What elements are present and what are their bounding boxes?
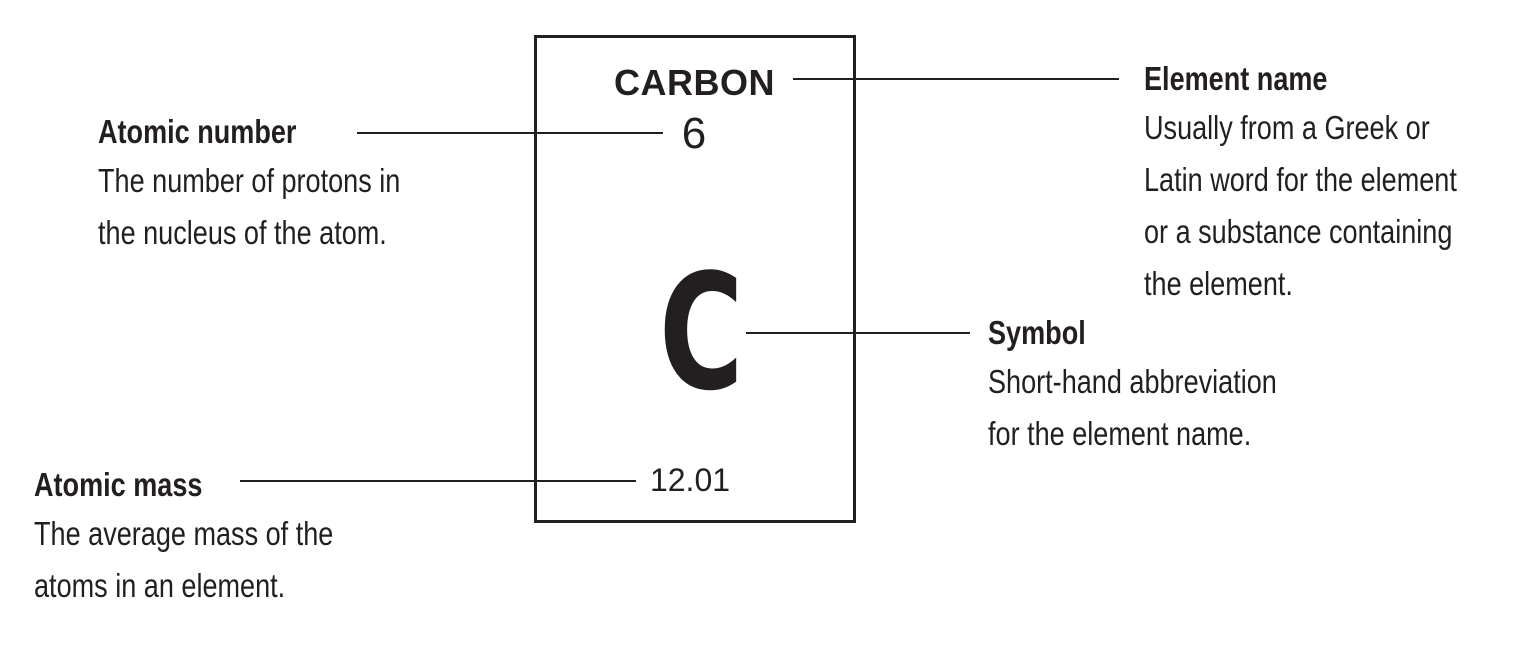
atomic-number-callout: Atomic number The number of protons in t… — [98, 112, 467, 259]
symbol-callout: Symbol Short-hand abbreviation for the e… — [988, 313, 1340, 460]
atomic-number-description-line: The number of protons in — [98, 162, 401, 199]
atomic-mass-description-line: atoms in an element. — [34, 567, 286, 604]
atomic-mass-description: The average mass of the atoms in an elem… — [34, 508, 333, 612]
element-name-description-line: Usually from a Greek or — [1144, 109, 1430, 146]
symbol-leader-line — [746, 332, 970, 334]
element-name-description-line: or a substance containing — [1144, 213, 1453, 250]
atomic-mass-leader-line — [240, 480, 636, 482]
element-symbol-value: C — [659, 239, 744, 426]
element-name-value: CARBON — [614, 62, 775, 103]
atomic-mass-description-line: The average mass of the — [34, 515, 334, 552]
element-tile — [534, 35, 856, 523]
element-name-description: Usually from a Greek or Latin word for t… — [1144, 102, 1457, 310]
atomic-number-description-line: the nucleus of the atom. — [98, 214, 387, 251]
atomic-number-value: 6 — [681, 109, 707, 158]
symbol-description-line: Short-hand abbreviation — [988, 363, 1277, 400]
element-name-title: Element name — [1144, 60, 1328, 97]
atomic-mass-title: Atomic mass — [34, 466, 203, 503]
atomic-mass-value: 12.01 — [649, 462, 731, 498]
atomic-number-leader-line — [357, 132, 663, 134]
atomic-number-title: Atomic number — [98, 113, 297, 150]
element-name-leader-line — [793, 78, 1119, 80]
atomic-number-description: The number of protons in the nucleus of … — [98, 155, 400, 259]
element-name-description-line: Latin word for the element — [1144, 161, 1457, 198]
symbol-description-line: for the element name. — [988, 415, 1252, 452]
element-name-description-line: the element. — [1144, 265, 1293, 302]
symbol-description: Short-hand abbreviation for the element … — [988, 356, 1277, 460]
element-name-callout: Element name Usually from a Greek or Lat… — [1144, 59, 1526, 310]
atomic-mass-callout: Atomic mass The average mass of the atom… — [34, 465, 399, 612]
symbol-title: Symbol — [988, 314, 1086, 351]
